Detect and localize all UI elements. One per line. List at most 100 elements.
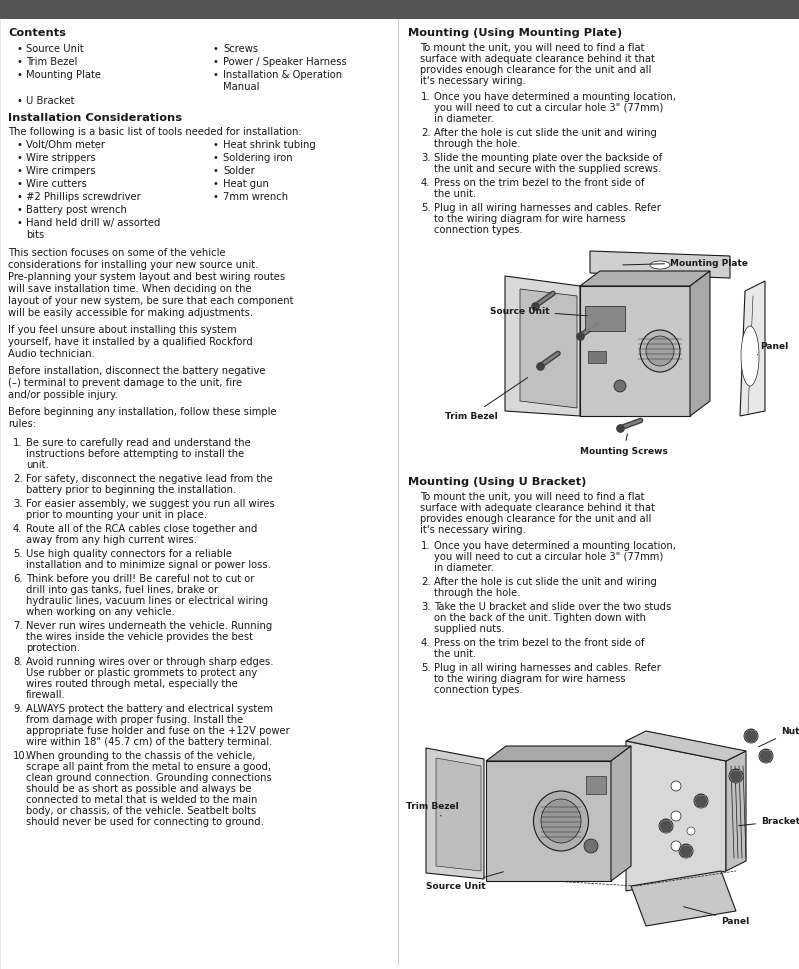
Text: •: • bbox=[213, 192, 219, 202]
Text: Slide the mounting plate over the backside of: Slide the mounting plate over the backsi… bbox=[434, 153, 662, 163]
Polygon shape bbox=[626, 741, 726, 891]
Text: 7.: 7. bbox=[13, 620, 22, 631]
Polygon shape bbox=[580, 287, 690, 417]
Text: Plug in all wiring harnesses and cables. Refer: Plug in all wiring harnesses and cables.… bbox=[434, 663, 661, 672]
Text: Mounting Plate: Mounting Plate bbox=[622, 259, 748, 267]
Text: •: • bbox=[213, 57, 219, 67]
Text: wires routed through metal, especially the: wires routed through metal, especially t… bbox=[26, 678, 238, 688]
Text: 5.: 5. bbox=[421, 663, 431, 672]
Text: will be easily accessible for making adjustments.: will be easily accessible for making adj… bbox=[8, 308, 253, 318]
Text: connection types.: connection types. bbox=[434, 225, 523, 234]
Ellipse shape bbox=[671, 811, 681, 821]
Text: supplied nuts.: supplied nuts. bbox=[434, 623, 505, 634]
Text: will save installation time. When deciding on the: will save installation time. When decidi… bbox=[8, 284, 252, 294]
Text: considerations for installing your new source unit.: considerations for installing your new s… bbox=[8, 260, 258, 269]
Text: Bracket: Bracket bbox=[739, 817, 799, 826]
Text: bits: bits bbox=[26, 230, 44, 239]
Text: Heat gun: Heat gun bbox=[223, 179, 269, 189]
Text: 9.: 9. bbox=[13, 703, 22, 713]
Text: Manual: Manual bbox=[223, 82, 260, 92]
Ellipse shape bbox=[659, 819, 673, 833]
Text: connection types.: connection types. bbox=[434, 684, 523, 694]
Bar bbox=[585, 306, 625, 331]
Text: •: • bbox=[213, 153, 219, 163]
Text: the unit.: the unit. bbox=[434, 648, 476, 658]
Text: prior to mounting your unit in place.: prior to mounting your unit in place. bbox=[26, 510, 207, 519]
Text: Mounting Plate: Mounting Plate bbox=[26, 70, 101, 79]
Text: Before installation, disconnect the battery negative: Before installation, disconnect the batt… bbox=[8, 365, 265, 376]
Text: in diameter.: in diameter. bbox=[434, 562, 494, 573]
Text: away from any high current wires.: away from any high current wires. bbox=[26, 535, 197, 545]
Text: •: • bbox=[213, 179, 219, 189]
Text: To mount the unit, you will need to find a flat: To mount the unit, you will need to find… bbox=[420, 43, 645, 53]
Polygon shape bbox=[626, 732, 746, 762]
Text: instructions before attempting to install the: instructions before attempting to instal… bbox=[26, 449, 244, 458]
Text: to the wiring diagram for wire harness: to the wiring diagram for wire harness bbox=[434, 214, 626, 224]
Ellipse shape bbox=[679, 844, 693, 859]
Text: in diameter.: in diameter. bbox=[434, 114, 494, 124]
Text: 2.: 2. bbox=[421, 128, 431, 138]
Text: 5.: 5. bbox=[421, 203, 431, 213]
Ellipse shape bbox=[614, 381, 626, 392]
Text: 4.: 4. bbox=[421, 178, 431, 188]
Text: on the back of the unit. Tighten down with: on the back of the unit. Tighten down wi… bbox=[434, 612, 646, 622]
Text: 3.: 3. bbox=[421, 602, 431, 611]
Text: 1.: 1. bbox=[13, 438, 22, 448]
Polygon shape bbox=[426, 748, 484, 879]
Text: 2.: 2. bbox=[421, 577, 431, 586]
Ellipse shape bbox=[671, 841, 681, 851]
Text: layout of your new system, be sure that each component: layout of your new system, be sure that … bbox=[8, 296, 293, 305]
Ellipse shape bbox=[671, 781, 681, 791]
Text: should never be used for connecting to ground.: should never be used for connecting to g… bbox=[26, 816, 264, 827]
Text: For safety, disconnect the negative lead from the: For safety, disconnect the negative lead… bbox=[26, 474, 272, 484]
Text: After the hole is cut slide the unit and wiring: After the hole is cut slide the unit and… bbox=[434, 577, 657, 586]
Text: •: • bbox=[16, 96, 22, 106]
Text: •: • bbox=[16, 153, 22, 163]
Text: rules:: rules: bbox=[8, 419, 36, 428]
Text: Mounting Screws: Mounting Screws bbox=[580, 434, 668, 455]
Text: Installation / Mounting: Installation / Mounting bbox=[310, 3, 488, 17]
Text: connected to metal that is welded to the main: connected to metal that is welded to the… bbox=[26, 795, 257, 804]
Text: Once you have determined a mounting location,: Once you have determined a mounting loca… bbox=[434, 541, 676, 550]
Text: 7mm wrench: 7mm wrench bbox=[223, 192, 288, 202]
Ellipse shape bbox=[584, 839, 598, 853]
Text: you will need to cut a circular hole 3" (77mm): you will need to cut a circular hole 3" … bbox=[434, 551, 663, 561]
Text: Hand held drill w/ assorted: Hand held drill w/ assorted bbox=[26, 218, 161, 228]
Ellipse shape bbox=[759, 749, 773, 764]
Text: 6.: 6. bbox=[13, 574, 22, 583]
Polygon shape bbox=[436, 758, 481, 871]
Text: should be as short as possible and always be: should be as short as possible and alway… bbox=[26, 783, 252, 794]
Ellipse shape bbox=[687, 828, 695, 835]
Text: 1.: 1. bbox=[421, 92, 431, 102]
Text: surface with adequate clearance behind it that: surface with adequate clearance behind i… bbox=[420, 54, 655, 64]
Text: 5.: 5. bbox=[13, 548, 22, 558]
Text: This section focuses on some of the vehicle: This section focuses on some of the vehi… bbox=[8, 248, 225, 258]
Text: •: • bbox=[16, 44, 22, 54]
Text: •: • bbox=[213, 44, 219, 54]
Text: To mount the unit, you will need to find a flat: To mount the unit, you will need to find… bbox=[420, 491, 645, 502]
Polygon shape bbox=[486, 746, 631, 762]
Text: Wire cutters: Wire cutters bbox=[26, 179, 87, 189]
Text: Take the U bracket and slide over the two studs: Take the U bracket and slide over the tw… bbox=[434, 602, 671, 611]
Text: Never run wires underneath the vehicle. Running: Never run wires underneath the vehicle. … bbox=[26, 620, 272, 631]
Text: Heat shrink tubing: Heat shrink tubing bbox=[223, 140, 316, 150]
Text: battery prior to beginning the installation.: battery prior to beginning the installat… bbox=[26, 484, 237, 494]
Polygon shape bbox=[631, 871, 736, 926]
Polygon shape bbox=[520, 290, 577, 409]
Text: Nuts: Nuts bbox=[758, 726, 799, 747]
Text: Power / Speaker Harness: Power / Speaker Harness bbox=[223, 57, 347, 67]
Text: Use high quality connectors for a reliable: Use high quality connectors for a reliab… bbox=[26, 548, 232, 558]
Text: yourself, have it installed by a qualified Rockford: yourself, have it installed by a qualifi… bbox=[8, 336, 252, 347]
Text: wire within 18" (45.7 cm) of the battery terminal.: wire within 18" (45.7 cm) of the battery… bbox=[26, 736, 272, 746]
Text: •: • bbox=[213, 70, 219, 79]
Text: Solder: Solder bbox=[223, 166, 255, 175]
Text: Before beginning any installation, follow these simple: Before beginning any installation, follo… bbox=[8, 407, 276, 417]
Text: Trim Bezel: Trim Bezel bbox=[406, 801, 459, 816]
Text: Pre-planning your system layout and best wiring routes: Pre-planning your system layout and best… bbox=[8, 271, 285, 282]
Text: hydraulic lines, vacuum lines or electrical wiring: hydraulic lines, vacuum lines or electri… bbox=[26, 595, 268, 606]
Text: 4.: 4. bbox=[13, 523, 22, 534]
Text: Source Unit: Source Unit bbox=[426, 872, 503, 891]
Text: Once you have determined a mounting location,: Once you have determined a mounting loca… bbox=[434, 92, 676, 102]
Text: •: • bbox=[16, 179, 22, 189]
Polygon shape bbox=[590, 252, 730, 279]
